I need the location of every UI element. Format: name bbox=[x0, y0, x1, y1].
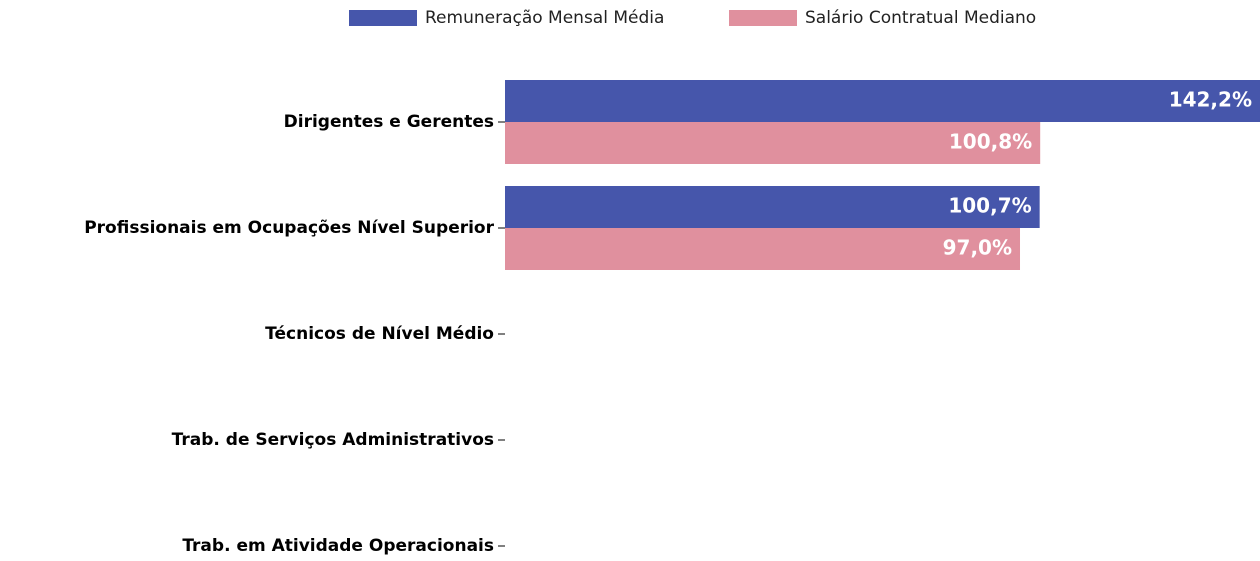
y-tick-label: Profissionais em Ocupações Nível Superio… bbox=[84, 218, 494, 238]
legend-swatch bbox=[349, 10, 417, 26]
legend-swatch bbox=[729, 10, 797, 26]
bar bbox=[505, 80, 1260, 122]
legend-label: Salário Contratual Mediano bbox=[805, 8, 1036, 28]
value-label: 97,0% bbox=[943, 236, 1012, 260]
value-label: 100,7% bbox=[948, 194, 1031, 218]
bar bbox=[505, 186, 1040, 228]
y-tick-label: Trab. de Serviços Administrativos bbox=[172, 430, 494, 450]
y-tick-label: Dirigentes e Gerentes bbox=[284, 112, 494, 132]
value-label: 142,2% bbox=[1169, 88, 1252, 112]
y-tick-label: Técnicos de Nível Médio bbox=[265, 324, 494, 344]
legend-label: Remuneração Mensal Média bbox=[425, 8, 664, 28]
y-tick-label: Trab. em Atividade Operacionais bbox=[182, 536, 494, 556]
bar bbox=[505, 122, 1041, 164]
value-label: 100,8% bbox=[949, 130, 1032, 154]
bar bbox=[505, 228, 1021, 270]
